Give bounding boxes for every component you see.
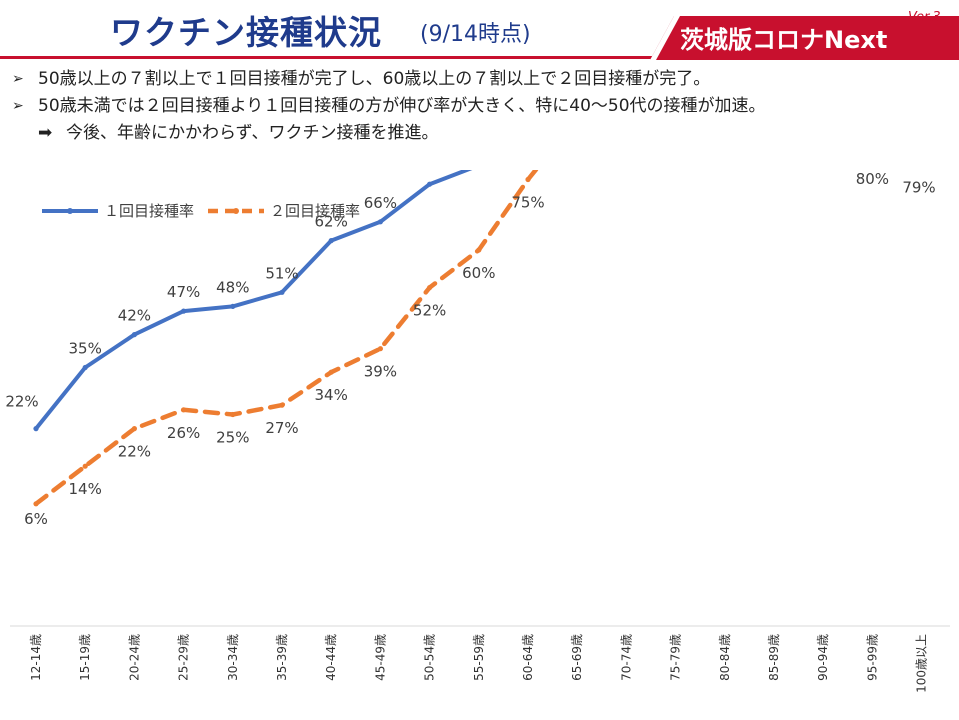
- x-tick-label: 20-24歳: [127, 634, 141, 681]
- x-tick-label: 80-84歳: [718, 634, 732, 681]
- dose1-data-label: 74%: [413, 170, 446, 174]
- bullet-arrow-icon: ➢: [12, 71, 24, 87]
- dose1-point: [279, 289, 285, 295]
- x-tick-label: 40-44歳: [324, 634, 338, 681]
- dose1-point: [131, 332, 137, 338]
- dose2-data-label: 6%: [24, 510, 48, 528]
- dose1-data-label: 51%: [265, 264, 298, 282]
- bullet-item: ➢ 50歳以上の７割以上で１回目接種が完了し、60歳以上の７割以上で２回目接種が…: [10, 66, 955, 93]
- page-subtitle: (9/14時点): [420, 22, 531, 47]
- dose2-point: [82, 463, 88, 469]
- dose1-point: [82, 364, 88, 371]
- summary-bullets: ➢ 50歳以上の７割以上で１回目接種が完了し、60歳以上の７割以上で２回目接種が…: [10, 66, 955, 147]
- dose1-point: [328, 238, 334, 244]
- legend-dose2-marker: [233, 208, 239, 214]
- dose2-data-label: 79%: [902, 179, 935, 197]
- legend-dose1-marker: [67, 208, 73, 214]
- x-tick-label: 45-49歳: [373, 634, 387, 681]
- legend-dose2-label: ２回目接種率: [270, 202, 360, 220]
- x-tick-label: 70-74歳: [619, 634, 633, 681]
- brand-logo: 茨城版コロナNext Ver.3: [650, 8, 959, 60]
- page-title: ワクチン接種状況: [110, 13, 382, 52]
- dose1-data-label: 42%: [118, 307, 151, 325]
- dose2-point: [476, 247, 482, 253]
- dose2-point: [377, 346, 383, 352]
- x-tick-label: 30-34歳: [226, 634, 240, 681]
- x-tick-label: 75-79歳: [669, 634, 683, 681]
- legend-dose1-label: １回目接種率: [104, 202, 194, 220]
- x-tick-label: 55-59歳: [472, 634, 486, 681]
- series-dose2-line: [33, 170, 539, 507]
- bullet-text: 50歳以上の７割以上で１回目接種が完了し、60歳以上の７割以上で２回目接種が完了…: [38, 69, 711, 89]
- brand-name: 茨城版コロナNext: [680, 26, 888, 54]
- dose1-data-label: 48%: [216, 278, 249, 296]
- dose1-data-label: 62%: [315, 213, 348, 231]
- conclusion-row: ➡ 今後、年齢にかかわらず、ワクチン接種を推進。: [10, 120, 955, 147]
- dose2-point: [131, 426, 137, 432]
- dose1-point: [181, 308, 187, 314]
- dose2-point: [181, 407, 187, 413]
- bullet-text: 50歳未満では２回目接種より１回目接種の方が伸び率が大きく、特に40～50代の接…: [38, 96, 766, 116]
- dose2-point: [328, 369, 334, 375]
- header: ワクチン接種状況 (9/14時点) 茨城版コロナNext Ver.3: [0, 0, 959, 62]
- dose2-point: [279, 402, 285, 408]
- x-tick-label: 90-94歳: [816, 634, 830, 681]
- x-tick-label: 60-64歳: [521, 634, 535, 681]
- dose2-data-label: 80%: [856, 170, 889, 188]
- dose1-point: [377, 219, 383, 225]
- vaccination-line-chart: 12-14歳 15-19歳 20-24歳 25-29歳 30-34歳 35-39歳 40-4…: [5, 170, 950, 693]
- x-tick-label: 50-54歳: [423, 634, 437, 681]
- dose2-data-label: 27%: [265, 419, 298, 437]
- dose2-data-label: 75%: [511, 194, 544, 212]
- dose1-data-label: 47%: [167, 283, 200, 301]
- dose2-data-label: 25%: [216, 429, 249, 447]
- brand-version: Ver.3: [908, 10, 941, 25]
- dose1-data-label: 22%: [5, 393, 38, 411]
- dose2-point: [427, 285, 433, 291]
- dose2-point: [33, 501, 39, 507]
- dose1-data-label: 66%: [364, 194, 397, 212]
- dose1-data-label: 35%: [69, 340, 102, 358]
- dose1-point: [427, 181, 433, 187]
- dose2-data-label: 14%: [69, 480, 102, 498]
- brand-banner-shape: [650, 16, 959, 60]
- right-arrow-icon: ➡: [38, 123, 53, 143]
- dose2-data-label: 60%: [462, 264, 495, 282]
- dose1-point: [33, 426, 39, 432]
- x-tick-label: 65-69歳: [570, 634, 584, 681]
- dose2-point: [525, 176, 531, 183]
- dose2-data-label: 52%: [413, 302, 446, 320]
- dose2-point: [230, 411, 236, 418]
- x-tick-label: 25-29歳: [177, 634, 191, 681]
- x-tick-label: 15-19歳: [78, 634, 92, 681]
- dose2-data-label: 22%: [118, 443, 151, 461]
- x-tick-label: 85-89歳: [767, 634, 781, 681]
- dose2-data-label: 39%: [364, 363, 397, 381]
- x-tick-label: 95-99歳: [865, 634, 879, 681]
- dose2-data-label: 34%: [315, 386, 348, 404]
- conclusion-text: 今後、年齢にかかわらず、ワクチン接種を推進。: [66, 123, 439, 143]
- bullet-arrow-icon: ➢: [12, 98, 24, 114]
- x-tick-label: 100歳以上: [915, 634, 929, 693]
- bullet-item: ➢ 50歳未満では２回目接種より１回目接種の方が伸び率が大きく、特に40～50代…: [10, 93, 955, 120]
- dose1-point: [230, 303, 236, 309]
- dose2-data-label: 26%: [167, 424, 200, 442]
- x-tick-label: 12-14歳: [29, 634, 43, 681]
- header-underline: [0, 56, 660, 59]
- x-tick-label: 35-39歳: [275, 634, 289, 681]
